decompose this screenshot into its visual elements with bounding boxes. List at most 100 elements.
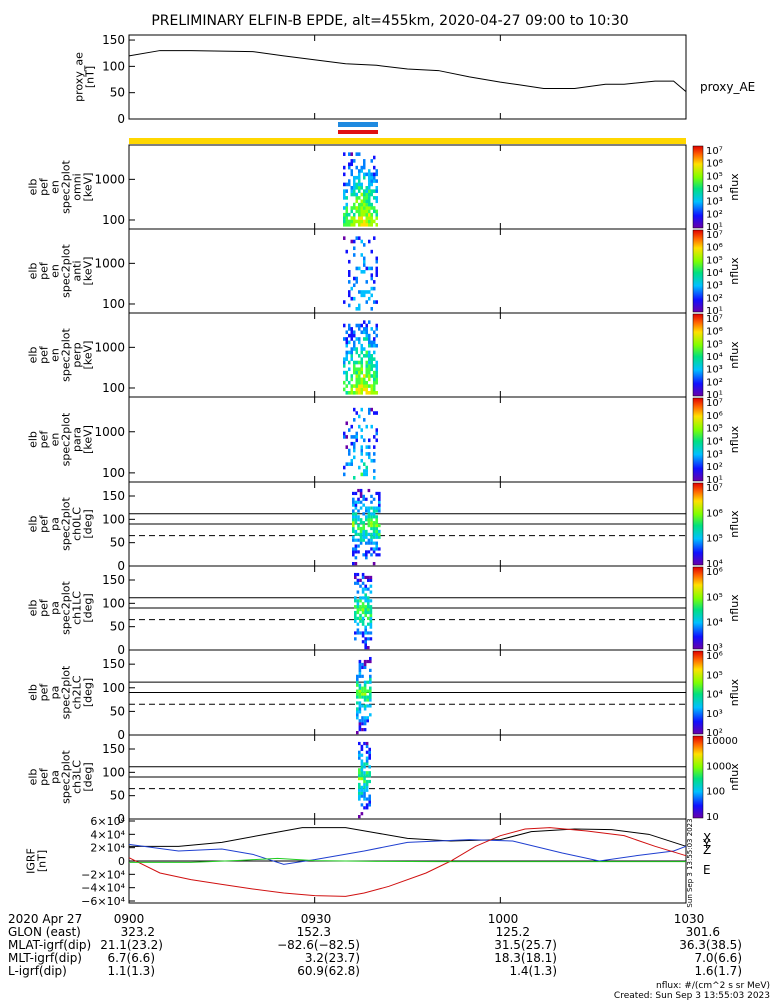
panel-ch0LC-pixel (370, 553, 373, 557)
panel-omni-pixel (355, 165, 358, 170)
panel-ch3LC-ylabel-2: pa (49, 770, 62, 784)
panel-omni-colorbar (692, 145, 704, 229)
panel-perp-pixel (343, 364, 346, 368)
panel-ch1LC-pixel (361, 634, 365, 638)
panel-ch0LC-pixel (357, 515, 360, 519)
panel-ch2LC-pixel (358, 671, 362, 675)
panel-anti-pixel (358, 307, 361, 311)
panel-ch1LC-pixel (367, 596, 370, 600)
panel-omni-pixel (355, 196, 358, 200)
panel-perp-pixel (370, 343, 373, 348)
panel-para-pixel (363, 462, 366, 466)
panel-ch3LC-pixel (363, 785, 366, 789)
panel-para-pixel (368, 455, 371, 460)
ephem-mlt-2: 18.3(18.1) (494, 951, 557, 965)
panel-ch3LC-pixel (360, 768, 364, 772)
panel-ch0LC-pixel (367, 518, 371, 522)
panel-ch2LC-pixel (369, 674, 372, 678)
panel-anti-pixel (343, 236, 346, 240)
panel-ch2LC-pixel (358, 719, 362, 723)
panel-perp-pixel (358, 327, 361, 331)
panel-ch0LC-pixel (375, 547, 378, 551)
panel-ch1LC-pixel (364, 593, 367, 597)
panel-ch0LC-pixel (354, 562, 358, 566)
panel-omni-pixel (350, 223, 353, 227)
panel-para-pixel (365, 465, 368, 470)
panel-ch3LC-pixel (358, 794, 361, 798)
panel-ch2LC-ylabel-1: pef (38, 683, 51, 702)
panel-perp-ytick-label-0: 100 (102, 381, 125, 395)
panel-ch1LC-pixel (369, 590, 373, 594)
panel-para-colorbar-label: nflux (728, 425, 741, 453)
panel-anti-pixel (370, 286, 373, 291)
panel-omni-pixel (365, 219, 368, 224)
panel-para-pixel (365, 472, 368, 477)
panel-ch1LC-pixel (356, 605, 360, 609)
panel-ch0LC-colorbar-tick-2: 10⁶ (706, 508, 723, 519)
panel-ch0LC-pixel (365, 529, 368, 534)
panel-perp-pixel (355, 350, 358, 355)
panel-perp-pixel (348, 380, 351, 385)
panel-omni-pixel (373, 196, 376, 200)
panel-anti-pixel (375, 256, 378, 261)
panel-perp-pixel (353, 347, 356, 351)
panel-ch0LC-pixel (367, 512, 371, 516)
panel-perp-pixel (375, 391, 378, 395)
panel-perp-pixel (355, 384, 358, 388)
panel-ch0LC-colorbar-tick-0: 10⁴ (706, 559, 723, 570)
panel-perp-pixel (345, 391, 348, 395)
panel-ch1LC-pixel (359, 616, 362, 620)
igrf-ylabel-0: IGRF (25, 848, 38, 874)
panel-ch1LC-pixel (369, 637, 373, 641)
panel-perp-pixel (373, 364, 376, 368)
panel-ch0LC-pixel (370, 541, 373, 545)
panel-perp-pixel (350, 357, 353, 361)
panel-ch2LC-pixel (363, 689, 367, 693)
panel-ch1LC-pixel (369, 608, 373, 612)
panel-perp-pixel (345, 384, 348, 388)
panel-ch3LC-pixel (368, 765, 371, 769)
panel-ch0LC-pixel (378, 494, 381, 498)
panel-omni-pixel (345, 206, 348, 210)
panel-ch3LC-pixel (363, 774, 366, 778)
panel-para-pixel (363, 469, 366, 473)
panel-omni-pixel (365, 212, 368, 217)
panel-ch0LC-ytick-label-3: 150 (102, 489, 125, 503)
panel-ch0LC-pixel (365, 509, 368, 513)
panel-ch1LC-pixel (359, 608, 362, 612)
panel-omni-pixel (368, 209, 371, 214)
footer-created: Created: Sun Sep 3 13:55:03 2023 (614, 991, 770, 1000)
panel-ch3LC-pixel (358, 750, 361, 754)
proxy-ae-ylabel-1: [nT] (84, 66, 97, 88)
panel-para-pixel (370, 458, 373, 463)
panel-ch0LC-pixel (362, 494, 365, 498)
panel-ch1LC-pixel (356, 616, 360, 620)
panel-ch1LC-pixel (364, 646, 367, 650)
panel-ch3LC-pixel (360, 803, 364, 807)
panel-ch3LC-pixel (368, 774, 371, 778)
panel-omni-pixel (343, 212, 346, 217)
panel-omni-pixel (358, 219, 361, 224)
panel-anti-ytick-label-1: 1000 (94, 256, 125, 270)
panel-para-pixel (353, 441, 356, 446)
panel-ch0LC-pixel (359, 494, 363, 498)
panel-perp-ylabel-2: en (49, 348, 62, 362)
panel-perp-pixel (355, 367, 358, 372)
panel-perp-pixel (355, 391, 358, 395)
panel-omni-colorbar-tick-0: 10¹ (706, 222, 723, 233)
panel-anti-colorbar (692, 229, 704, 313)
panel-ch3LC-pixel (360, 777, 364, 781)
panel-anti-ylabel-1: pef (38, 261, 51, 280)
panel-para-pixel (373, 411, 376, 415)
panel-perp-pixel (373, 350, 376, 355)
plot-title: PRELIMINARY ELFIN-B EPDE, alt=455km, 202… (151, 13, 628, 29)
panel-ch0LC-pixel (365, 532, 368, 536)
panel-perp-pixel (350, 333, 353, 338)
panel-ch0LC-pixel (365, 535, 368, 539)
panel-anti-pixel (358, 303, 361, 308)
panel-anti-pixel (350, 286, 353, 291)
panel-para-colorbar-tick-4: 10⁵ (706, 424, 723, 435)
panel-ch3LC-pixel (363, 794, 366, 798)
panel-ch0LC-pixel (354, 515, 358, 519)
panel-omni-pixel (363, 223, 366, 227)
